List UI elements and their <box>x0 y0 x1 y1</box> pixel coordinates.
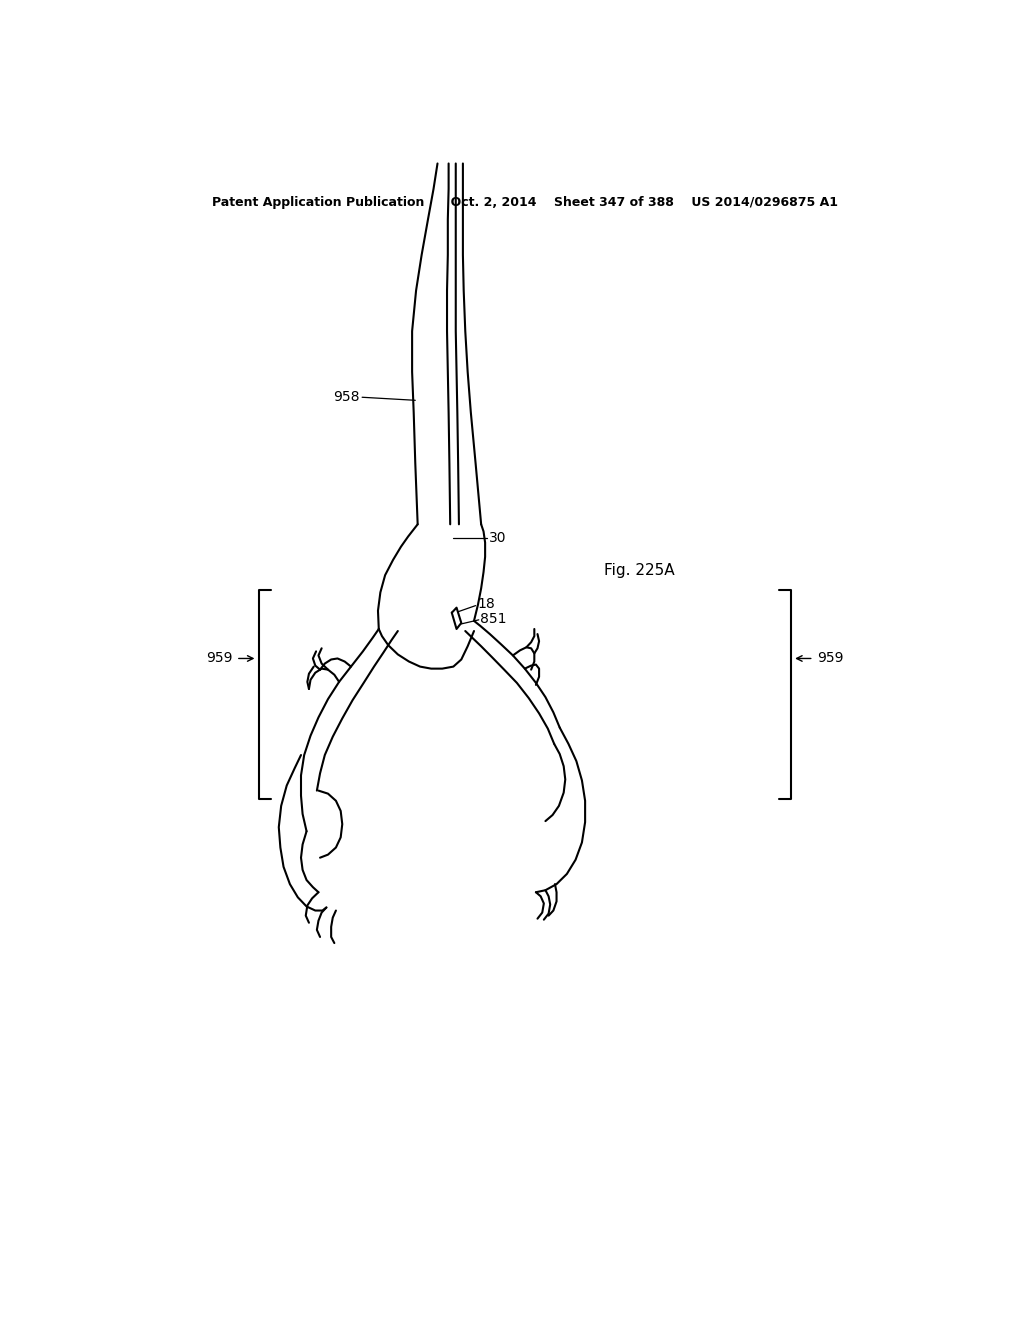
Text: 958: 958 <box>333 391 359 404</box>
Text: 851: 851 <box>480 612 507 626</box>
Text: 30: 30 <box>489 531 507 545</box>
Text: 18: 18 <box>477 597 495 611</box>
Text: 959: 959 <box>817 652 844 665</box>
Text: Fig. 225A: Fig. 225A <box>604 562 675 578</box>
Text: 959: 959 <box>206 652 232 665</box>
Text: Patent Application Publication      Oct. 2, 2014    Sheet 347 of 388    US 2014/: Patent Application Publication Oct. 2, 2… <box>212 195 838 209</box>
